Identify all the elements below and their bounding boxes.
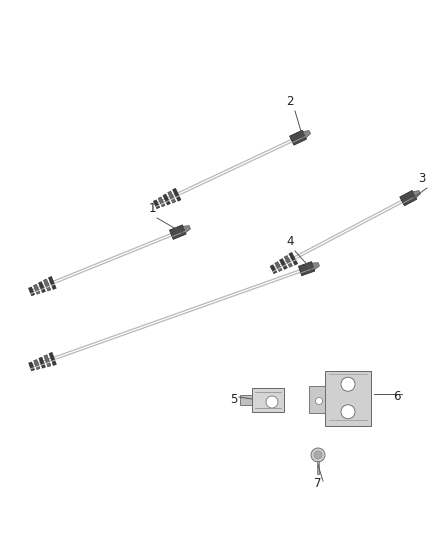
- Polygon shape: [34, 360, 40, 369]
- Polygon shape: [158, 197, 165, 207]
- Polygon shape: [173, 188, 181, 201]
- Circle shape: [314, 451, 322, 459]
- Text: 5: 5: [230, 393, 238, 406]
- Circle shape: [311, 448, 325, 462]
- Text: 3: 3: [418, 172, 426, 185]
- Polygon shape: [275, 262, 282, 272]
- Polygon shape: [28, 362, 35, 371]
- Polygon shape: [183, 225, 191, 233]
- Polygon shape: [33, 284, 40, 294]
- Polygon shape: [289, 252, 298, 265]
- Polygon shape: [43, 279, 51, 291]
- Text: 6: 6: [393, 390, 401, 403]
- Polygon shape: [153, 200, 160, 209]
- FancyBboxPatch shape: [325, 370, 371, 425]
- Polygon shape: [298, 262, 315, 276]
- Polygon shape: [270, 265, 277, 274]
- Polygon shape: [168, 191, 176, 203]
- Polygon shape: [39, 357, 46, 368]
- Polygon shape: [284, 255, 293, 268]
- Polygon shape: [49, 352, 57, 366]
- Text: 1: 1: [148, 202, 156, 215]
- Polygon shape: [48, 276, 57, 289]
- Polygon shape: [240, 395, 252, 405]
- Polygon shape: [309, 386, 325, 413]
- Circle shape: [341, 405, 355, 419]
- Polygon shape: [163, 194, 170, 205]
- Polygon shape: [312, 263, 319, 270]
- Circle shape: [315, 398, 322, 405]
- Polygon shape: [170, 225, 186, 239]
- Polygon shape: [290, 130, 307, 145]
- Polygon shape: [279, 259, 287, 270]
- Polygon shape: [413, 190, 420, 198]
- Polygon shape: [400, 190, 417, 206]
- Polygon shape: [303, 131, 311, 138]
- Text: 7: 7: [314, 477, 322, 490]
- Polygon shape: [44, 354, 51, 367]
- Text: 4: 4: [286, 235, 294, 248]
- Polygon shape: [28, 287, 35, 296]
- Polygon shape: [39, 281, 46, 293]
- Text: 2: 2: [286, 95, 294, 108]
- FancyBboxPatch shape: [252, 388, 284, 412]
- Circle shape: [341, 377, 355, 391]
- Circle shape: [266, 396, 278, 408]
